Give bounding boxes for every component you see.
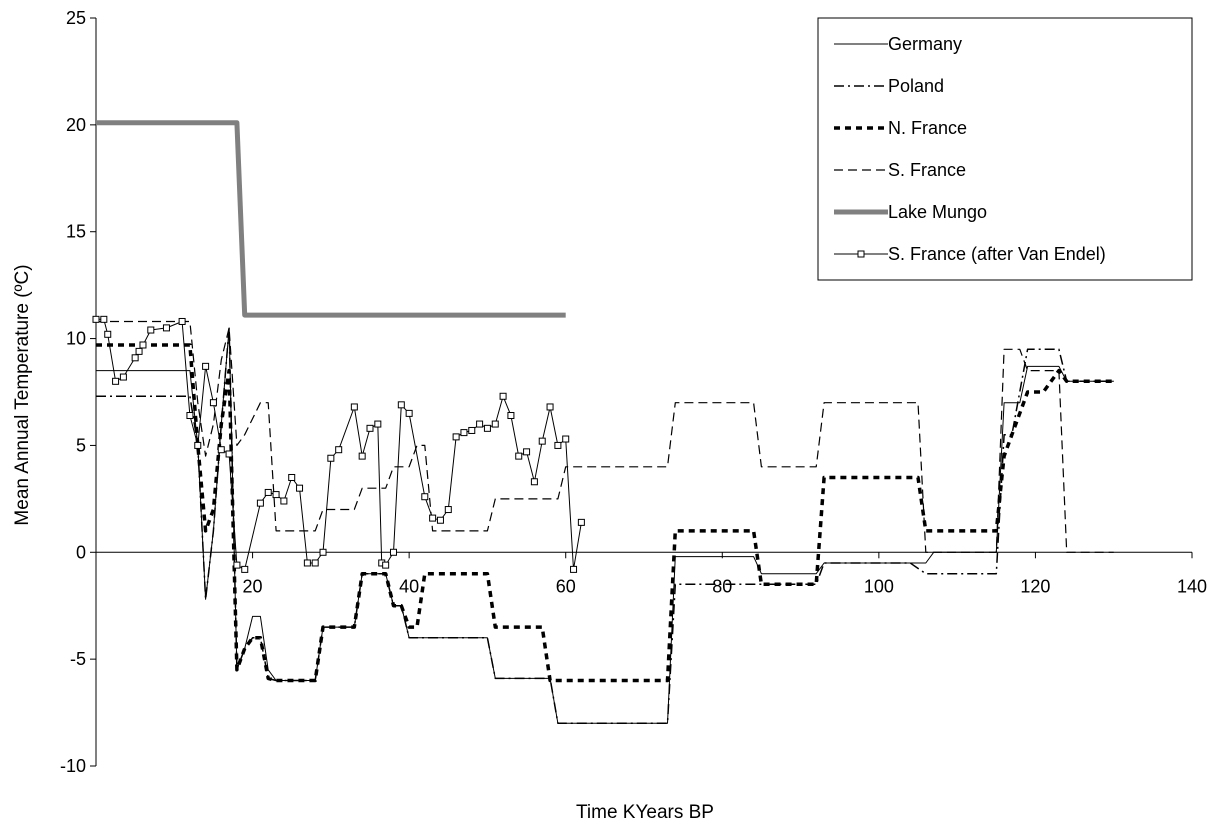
data-point-marker (186, 412, 194, 420)
data-point-marker (147, 326, 155, 334)
x-tick-label: 20 (243, 576, 263, 596)
data-point-marker (530, 478, 538, 486)
series-line-lake-mungo (96, 120, 566, 318)
data-point-marker (476, 420, 484, 428)
series-layer (92, 120, 1114, 725)
data-point-marker (296, 484, 304, 492)
y-tick-label: 25 (66, 8, 86, 28)
data-point-marker (162, 324, 170, 332)
y-tick-label: 0 (76, 542, 86, 562)
data-point-marker (460, 429, 468, 437)
data-point-marker (562, 435, 570, 443)
y-axis-title: Mean Annual Temperature (ºC) (12, 264, 33, 525)
data-point-marker (444, 506, 452, 514)
data-point-marker (135, 347, 143, 355)
y-tick-label: -10 (60, 756, 86, 776)
x-tick-label: 60 (556, 576, 576, 596)
data-point-marker (303, 559, 311, 567)
legend-marker (857, 250, 865, 258)
x-tick-label: 80 (712, 576, 732, 596)
y-tick-label: -5 (70, 649, 86, 669)
data-point-marker (319, 548, 327, 556)
data-point-marker (100, 315, 108, 323)
series-line-germany (96, 327, 1114, 724)
data-point-marker (327, 454, 335, 462)
data-point-marker (515, 452, 523, 460)
data-point-marker (104, 330, 112, 338)
data-point-marker (311, 559, 319, 567)
data-point-marker (358, 452, 366, 460)
y-tick-label: 15 (66, 222, 86, 242)
series-line-poland (96, 327, 1114, 725)
data-point-marker (209, 399, 217, 407)
data-point-marker (397, 401, 405, 409)
data-point-marker (554, 441, 562, 449)
data-point-marker (421, 493, 429, 501)
data-point-marker (491, 420, 499, 428)
y-tick-label: 5 (76, 435, 86, 455)
series-line-s-france-after-van-endel (96, 318, 582, 570)
data-point-marker (577, 518, 585, 526)
data-point-marker (194, 441, 202, 449)
y-tick-label: 20 (66, 115, 86, 135)
data-point-marker (256, 499, 264, 507)
legend-label: N. France (888, 118, 967, 138)
data-point-marker (429, 514, 437, 522)
data-point-marker (523, 448, 531, 456)
data-point-marker (468, 426, 476, 434)
data-point-marker (374, 420, 382, 428)
data-point-marker (389, 548, 397, 556)
data-point-marker (92, 315, 100, 323)
x-tick-label: 140 (1177, 576, 1207, 596)
series-line-n-france (96, 343, 1114, 683)
legend-label: S. France (888, 160, 966, 180)
data-point-marker (366, 424, 374, 432)
legend-box (817, 17, 1193, 281)
data-point-marker (538, 437, 546, 445)
legend-label: Poland (888, 76, 944, 96)
data-point-marker (139, 341, 147, 349)
legend: Germany Poland N. France S. France Lake Mung… (817, 17, 1193, 281)
legend-label: Germany (888, 34, 962, 54)
data-point-marker (233, 561, 241, 569)
series-line-s-france (96, 320, 1114, 553)
data-point-marker (483, 424, 491, 432)
data-point-marker (382, 561, 390, 569)
x-tick-label: 40 (399, 576, 419, 596)
data-point-marker (225, 450, 233, 458)
data-point-marker (241, 565, 249, 573)
data-point-marker (119, 373, 127, 381)
data-point-marker (178, 317, 186, 325)
data-point-marker (570, 565, 578, 573)
x-tick-label: 100 (864, 576, 894, 596)
legend-label: S. France (after Van Endel) (888, 244, 1106, 264)
data-point-marker (507, 412, 515, 420)
x-tick-label: 120 (1020, 576, 1050, 596)
y-tick-label: 10 (66, 329, 86, 349)
axes: -10 -5 0 5 10 15 20 25 20 40 60 80 100 120 140 (60, 8, 1207, 776)
data-point-marker (112, 377, 120, 385)
data-point-marker (264, 488, 272, 496)
legend-label: Lake Mungo (888, 202, 987, 222)
data-point-marker (499, 392, 507, 400)
data-point-marker (452, 433, 460, 441)
data-point-marker (335, 446, 343, 454)
data-point-marker (280, 497, 288, 505)
data-point-marker (217, 446, 225, 454)
data-point-marker (202, 362, 210, 370)
data-point-marker (272, 491, 280, 499)
data-point-marker (546, 403, 554, 411)
x-axis-title: Time KYears BP (576, 802, 714, 823)
data-point-marker (436, 516, 444, 524)
data-point-marker (405, 409, 413, 417)
data-point-marker (350, 403, 358, 411)
data-point-marker (288, 473, 296, 481)
data-point-marker (131, 354, 139, 362)
